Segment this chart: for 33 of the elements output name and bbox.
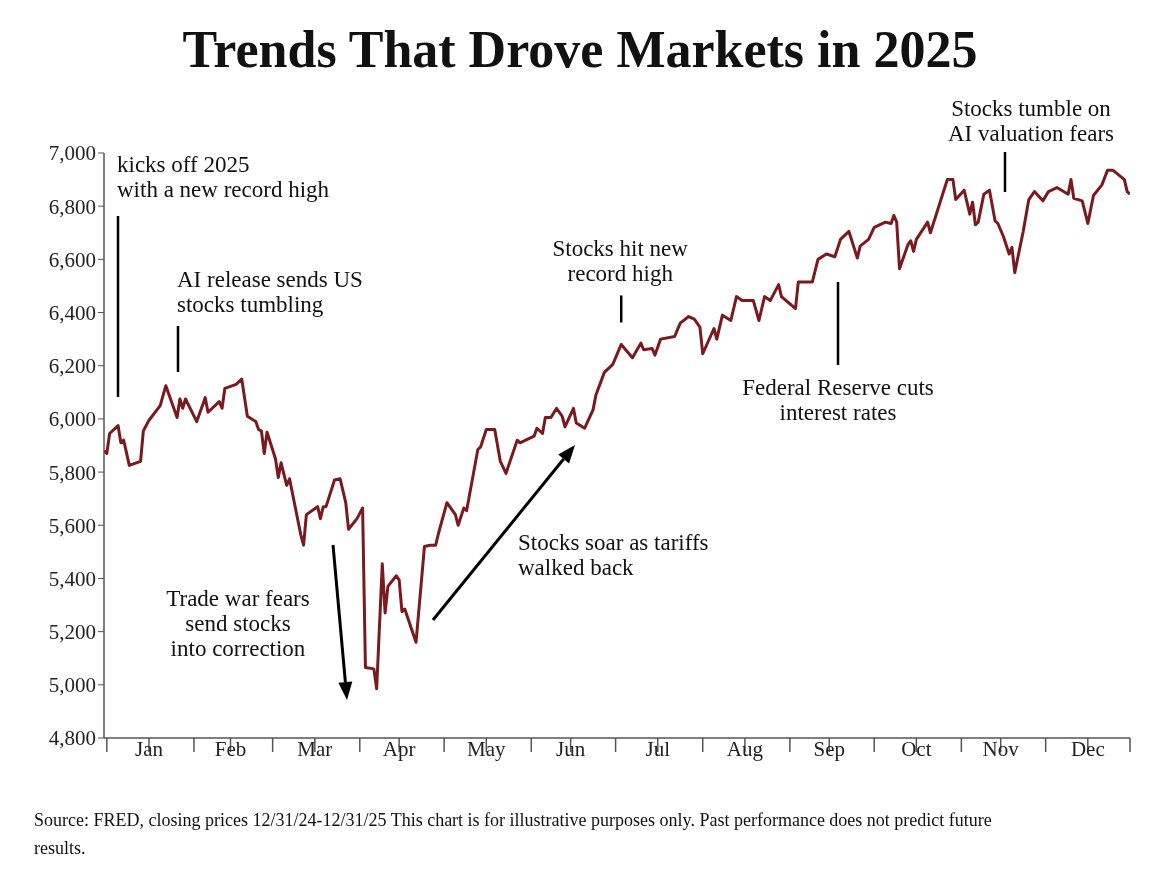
y-tick-label: 6,200 (48, 354, 96, 379)
y-tick-label: 5,600 (48, 513, 96, 538)
text: Stocks tumble on AI valuation fears (947, 96, 1115, 146)
y-tick-label: 5,800 (48, 460, 96, 485)
y-tick-label: 6,400 (48, 301, 96, 325)
y-tick-label: 5,400 (48, 566, 96, 591)
x-tick-label: Jan (134, 737, 164, 761)
y-tick-label: 7,000 (48, 141, 96, 166)
x-tick-label: Sep (813, 737, 845, 761)
x-tick-label: Apr (382, 737, 416, 761)
x-tick-label: May (467, 737, 507, 761)
y-tick-label: 6,600 (48, 247, 96, 272)
y-tick-label: 5,000 (48, 673, 96, 698)
x-tick-label: Dec (1070, 737, 1105, 761)
x-tick-label: Nov (982, 737, 1020, 761)
source-note: Source: FRED, closing prices 12/31/24-12/31/25 This chart is for illustrative purposes only. Past performance does not predict future results. (33, 809, 993, 860)
annotation: kicks off 2025 with a new record high (117, 152, 330, 202)
x-tick-label: Feb (214, 737, 247, 761)
x-tick-label: Oct (901, 737, 932, 761)
annotation: Federal Reserve cuts interest rates (742, 375, 934, 425)
y-tick-label: 6,800 (48, 194, 96, 219)
y-tick-label: 6,000 (48, 407, 96, 432)
chart-title: Trends That Drove Markets in 2025 (181, 20, 979, 80)
y-tick-label: 5,200 (48, 620, 96, 645)
y-tick-label: 4,800 (48, 726, 96, 751)
x-tick-label: Aug (726, 737, 764, 761)
annotation: AI release sends US stocks tumbling (177, 267, 363, 317)
annotation: Stocks soar as tariffs walked back (518, 530, 709, 580)
x-tick-label: Jul (645, 737, 671, 761)
x-tick-label: Jun (556, 737, 586, 761)
annotation: Trade war fears send stocks into correction (166, 586, 310, 661)
x-tick-label: Mar (297, 737, 333, 761)
annotation: Stocks hit new record high (552, 236, 689, 287)
